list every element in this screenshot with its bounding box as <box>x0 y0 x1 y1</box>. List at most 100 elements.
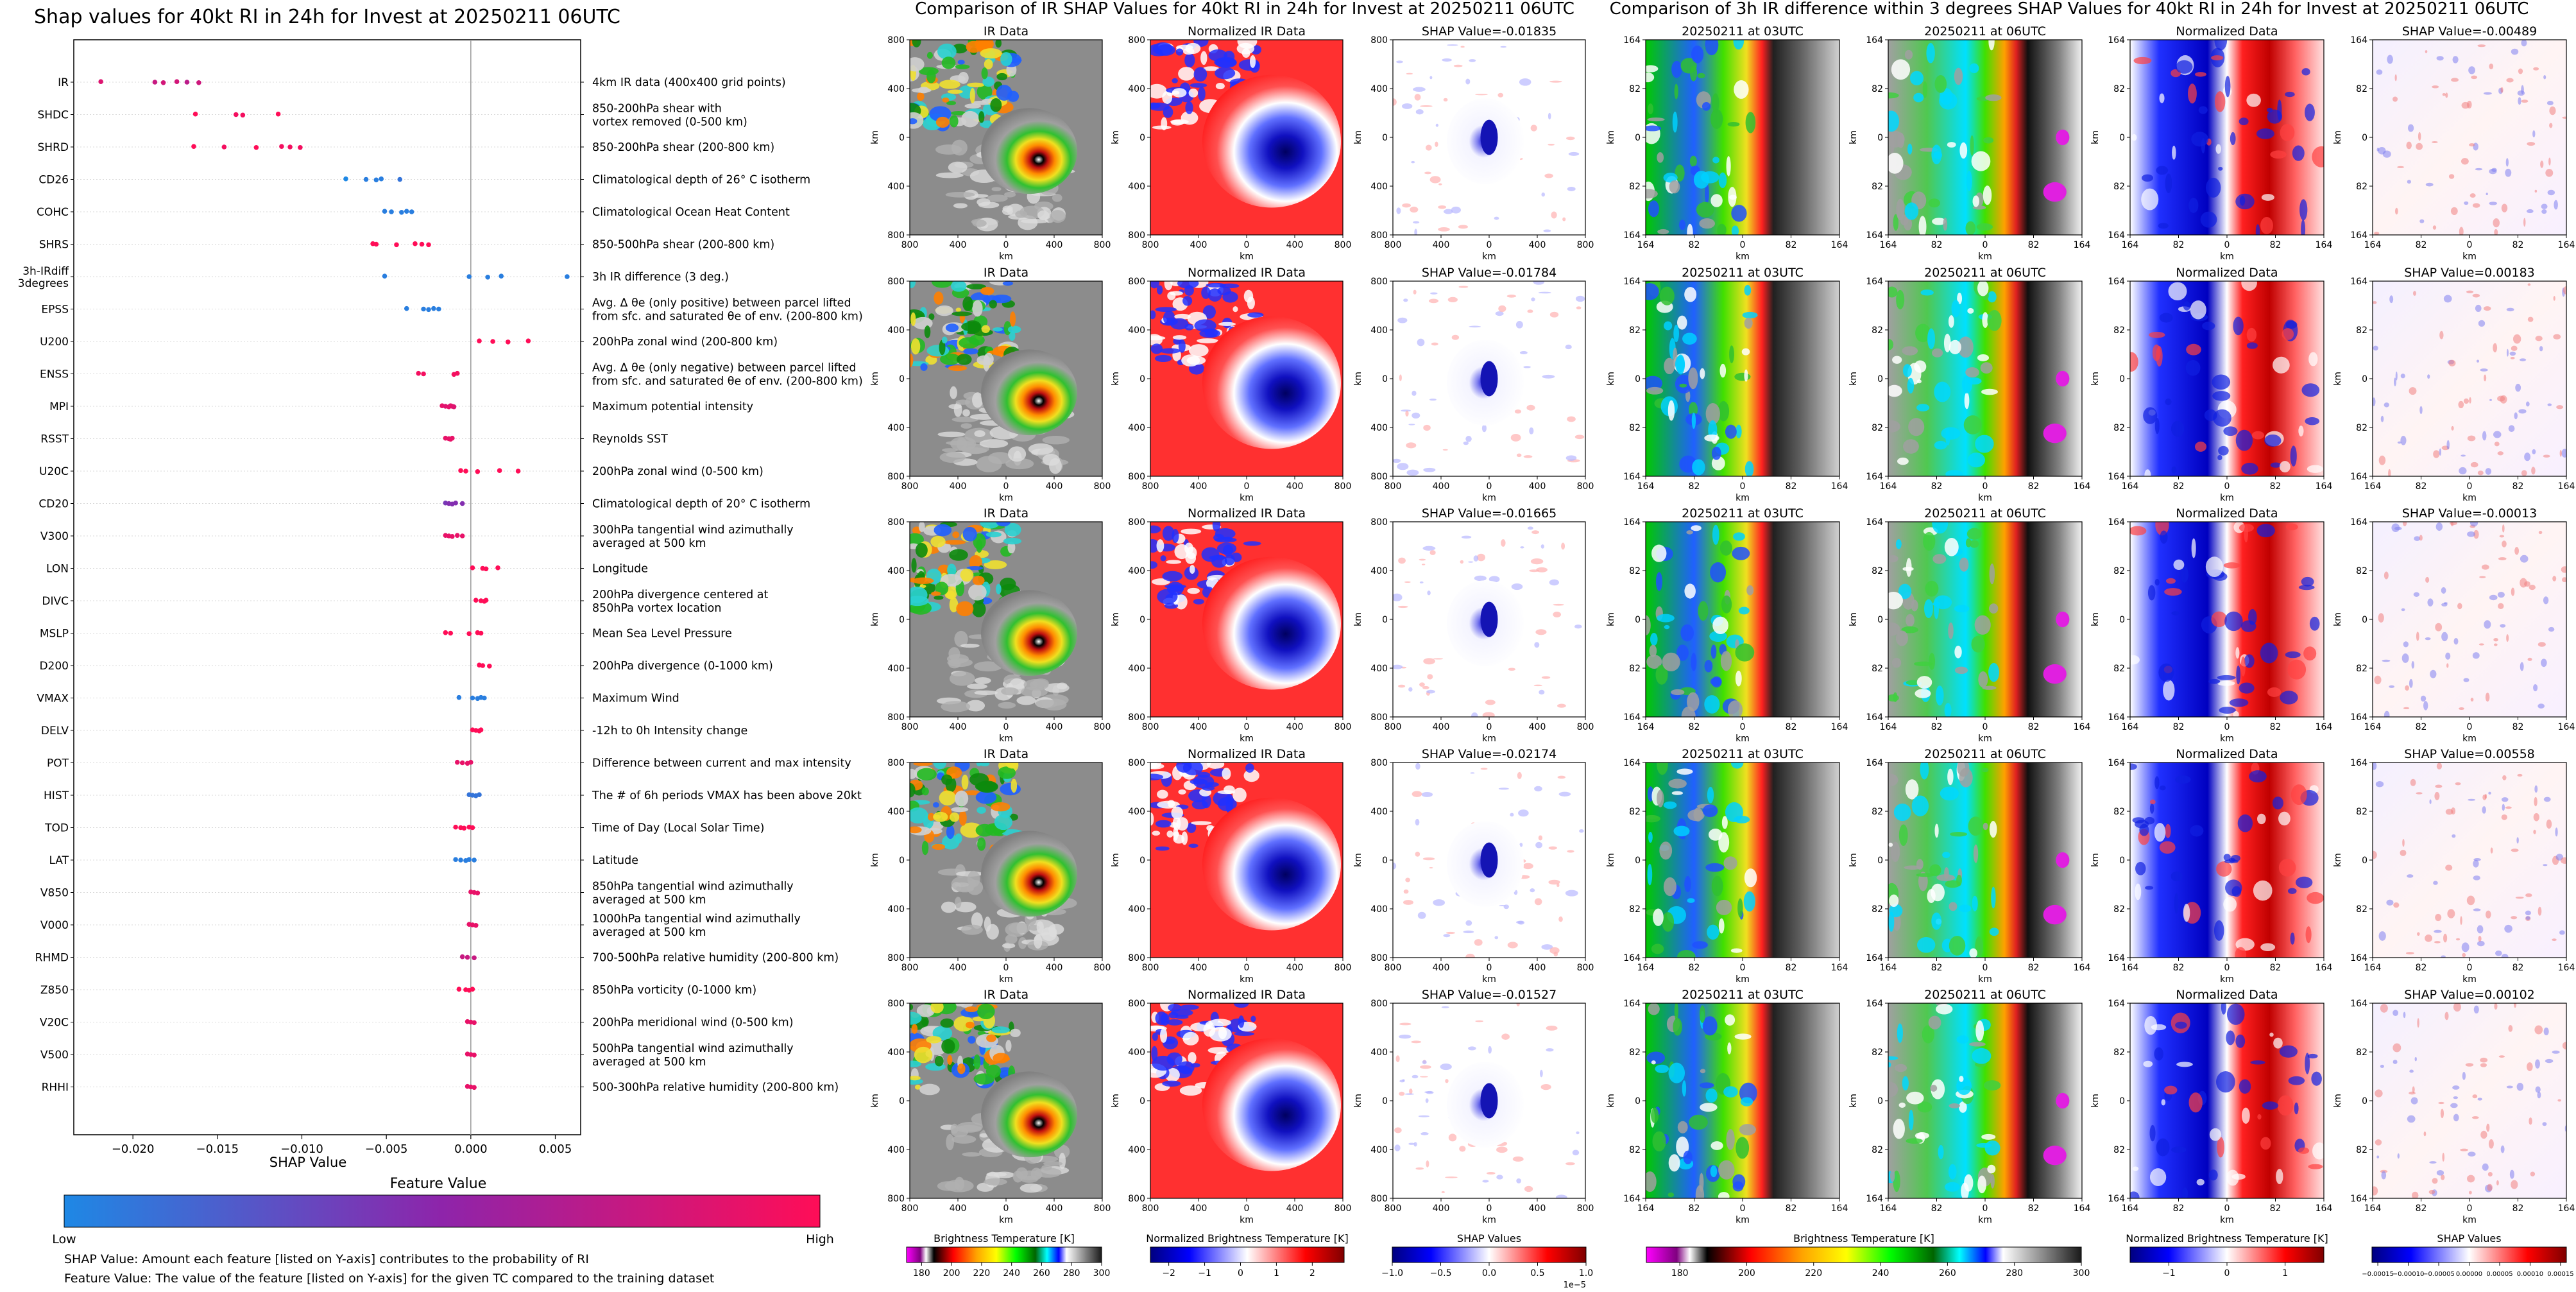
dshap-background <box>2373 1003 2566 1198</box>
shap-point <box>373 177 379 183</box>
diff-cloud <box>1684 583 1696 599</box>
dshap-speckle <box>2475 168 2483 171</box>
xtick-label: 164 <box>2558 1203 2575 1214</box>
ir-cloud-cell <box>968 583 987 601</box>
xtick-label: 0 <box>1244 1203 1250 1214</box>
xtick-label: 164 <box>2316 1203 2333 1214</box>
xtick-label: 82 <box>2270 481 2282 492</box>
diff-cloud <box>1981 388 1998 395</box>
diff-cloud <box>1646 386 1664 395</box>
ir-cloud-cell <box>926 345 950 357</box>
feature-description-line: 850-200hPa shear (200-800 km) <box>592 141 774 154</box>
feature-description-line: 850hPa tangential wind azimuthally <box>592 881 794 893</box>
ir-low-cloud <box>1020 1176 1038 1183</box>
diff-cloud <box>1956 1077 1972 1096</box>
diff-cloud <box>1966 528 1982 540</box>
norm-streak <box>1217 790 1236 795</box>
dshap-speckle <box>2442 93 2446 96</box>
shap-speckle <box>1419 558 1426 561</box>
dshap-speckle <box>2520 358 2527 361</box>
ir-cloud-cell <box>955 307 962 313</box>
shap-speckle <box>1529 427 1534 435</box>
dshap-speckle <box>2436 56 2444 61</box>
shap-speckle <box>1443 98 1448 102</box>
shap-speckle <box>1475 94 1488 96</box>
dshap-speckle <box>2448 359 2456 366</box>
dnorm-streak <box>2143 1060 2153 1067</box>
shap-point <box>453 500 458 506</box>
dshap-speckle <box>2455 938 2461 941</box>
ytick-label: 82 <box>1629 1047 1641 1058</box>
ytick-label: 800 <box>887 1194 905 1204</box>
shap-speckle <box>1411 160 1415 164</box>
shap-strong-region <box>1480 119 1498 155</box>
ir-cloud-cell <box>945 323 959 332</box>
shap-speckle <box>1519 843 1523 847</box>
y-axis-label: km <box>1606 372 1616 386</box>
diff-cloud <box>1934 823 1939 838</box>
panel-image <box>2130 281 2324 476</box>
ir-cloud-cell <box>911 558 917 573</box>
xtick-label: 82 <box>2512 963 2524 973</box>
shap-speckle <box>1579 829 1584 833</box>
dnorm-streak <box>2151 1024 2167 1031</box>
norm-streak <box>1167 291 1176 300</box>
dnorm-streak <box>2147 585 2156 601</box>
ytick-label: 0 <box>1382 1096 1388 1107</box>
feature-description-label: -12h to 0h Intensity change <box>592 725 747 737</box>
norm-streak <box>1191 821 1212 825</box>
dnorm-streak <box>2230 132 2236 146</box>
shap-speckle <box>1429 550 1436 555</box>
shap-speckle <box>1539 689 1545 695</box>
ir-low-cloud <box>972 392 984 408</box>
feature-name-line: V20C <box>40 1017 69 1029</box>
diff-cloud <box>1908 1110 1914 1131</box>
panel-image <box>2373 40 2566 235</box>
feature-description-line: Maximum potential intensity <box>592 401 753 413</box>
shap-speckle <box>1419 682 1425 687</box>
ytick-label: 400 <box>1128 423 1145 433</box>
feature-name-line: CD20 <box>38 498 69 511</box>
diff-cloud <box>1947 768 1954 786</box>
diff-cloud <box>1981 768 1989 773</box>
diff-cloud <box>1712 524 1719 545</box>
dshap-speckle <box>2486 1123 2490 1132</box>
feature-name-label: TOD <box>44 822 69 835</box>
xtick-label: 400 <box>1433 722 1450 732</box>
ir-cloud-cell <box>934 596 944 600</box>
dshap-speckle <box>2542 1122 2547 1126</box>
dshap-speckle <box>2409 1091 2416 1095</box>
dnorm-streak <box>2298 1147 2310 1154</box>
diff-cloud <box>1970 135 1974 156</box>
colorbar-label: Brightness Temperature [K] <box>1793 1232 1934 1245</box>
norm-streak <box>1222 768 1231 780</box>
ir-cloud-cell <box>935 116 950 128</box>
feature-description-line: Time of Day (Local Solar Time) <box>592 822 765 835</box>
feature-name-label: U20C <box>39 465 69 478</box>
dshap-speckle <box>2416 792 2423 795</box>
y-axis-label: km <box>1848 130 1859 144</box>
shap-point <box>477 792 482 797</box>
diff-cloud <box>1906 680 1921 685</box>
ir-cloud-cell <box>996 583 1002 595</box>
norm-streak <box>1152 125 1172 130</box>
heatmap-panel: 80080040040000400400800800kmkmNormalized… <box>1111 506 1351 744</box>
panel-image <box>1646 40 1839 235</box>
dnorm-streak <box>2183 904 2190 922</box>
right-panel-title: Comparison of 3h IR difference within 3 … <box>1610 0 2529 19</box>
diff-cloud <box>1682 1080 1687 1097</box>
diff-cloud <box>1922 1025 1934 1044</box>
dshap-speckle <box>2393 1010 2399 1016</box>
feature-name-label: RHMD <box>35 952 69 965</box>
shap-speckle <box>1441 1006 1449 1008</box>
dshap-speckle <box>2445 92 2448 98</box>
norm-streak <box>1243 541 1261 546</box>
xtick-label: 0.005 <box>539 1142 572 1156</box>
ir-cloud-cell <box>962 296 973 311</box>
dshap-speckle <box>2402 838 2405 847</box>
dnorm-streak <box>2276 1169 2283 1185</box>
xtick-label: 164 <box>1880 1203 1897 1214</box>
ir-cloud-cell <box>993 327 1003 332</box>
